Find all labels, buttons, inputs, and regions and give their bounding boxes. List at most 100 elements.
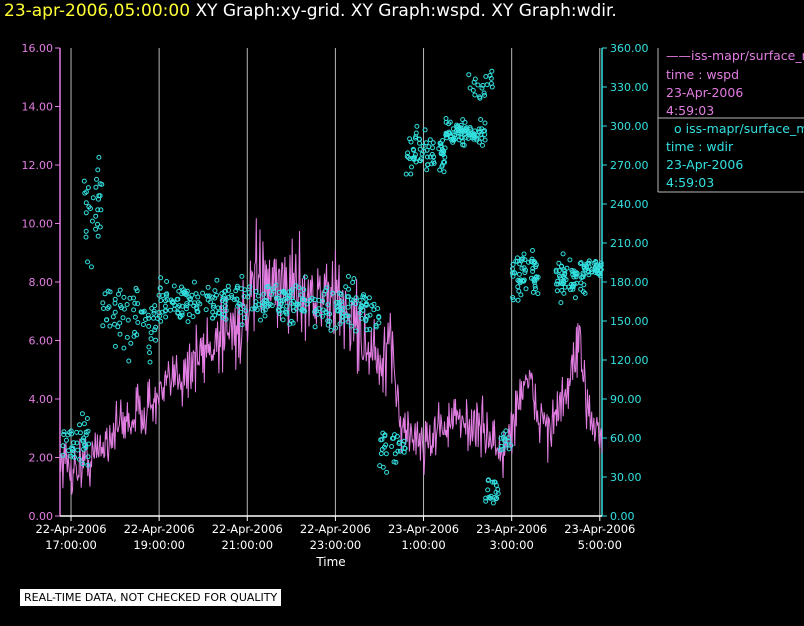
wdir-point — [301, 297, 307, 303]
wdir-point — [333, 325, 339, 331]
wdir-point — [97, 224, 103, 230]
wdir-point — [226, 295, 232, 300]
wdir-point — [117, 287, 123, 293]
wdir-point — [301, 287, 307, 293]
wdir-point — [325, 302, 331, 308]
wdir-point — [221, 311, 226, 317]
wdir-point — [420, 143, 426, 149]
wdir-point — [462, 130, 468, 136]
wdir-point — [448, 133, 454, 139]
wdir-point — [392, 451, 398, 457]
wdir-point — [246, 290, 252, 296]
wdir-point — [472, 92, 478, 98]
wdir-point — [458, 128, 464, 134]
wdir-point — [133, 285, 139, 291]
wdir-point — [578, 260, 584, 266]
wdir-point — [403, 171, 409, 177]
wdir-point — [179, 284, 184, 290]
wdir-point — [515, 255, 520, 261]
wdir-point — [321, 291, 327, 297]
left-tick-label: 0.00 — [29, 510, 54, 523]
wdir-point — [262, 302, 268, 308]
x-tick-date: 22-Apr-2006 — [212, 522, 283, 536]
x-tick-date: 23-Apr-2006 — [564, 522, 635, 536]
wdir-point — [83, 210, 89, 216]
wdir-point — [171, 283, 177, 289]
wdir-point — [88, 264, 94, 270]
legend-wspd-date: 23-Apr-2006 — [666, 85, 744, 100]
wdir-point — [86, 204, 92, 210]
wdir-point — [273, 295, 279, 301]
wdir-point — [226, 287, 232, 293]
wdir-point — [423, 140, 429, 146]
wdir-point — [158, 298, 164, 303]
wdir-point — [69, 445, 75, 451]
wdir-point — [589, 269, 594, 275]
wdir-point — [255, 293, 261, 299]
wdir-point — [71, 440, 77, 446]
wdir-point — [184, 303, 190, 309]
wdir-point — [134, 332, 140, 338]
wdir-point — [145, 312, 151, 318]
x-axis-label: Time — [315, 555, 345, 569]
wdir-point — [521, 251, 527, 257]
wdir-point — [348, 297, 354, 303]
wdir-point — [519, 265, 525, 271]
legend-wdir-time: 4:59:03 — [666, 175, 715, 190]
vertical-gridlines — [70, 48, 601, 516]
wdir-point — [413, 130, 419, 136]
wdir-point — [83, 429, 89, 435]
wdir-point — [252, 305, 258, 311]
wdir-point — [81, 421, 87, 427]
wdir-point — [571, 268, 577, 274]
x-tick-time: 17:00:00 — [45, 538, 97, 552]
right-tick-label: 330.00 — [610, 81, 649, 94]
wdir-point — [489, 68, 495, 74]
wdir-point — [284, 303, 290, 309]
x-tick-time: 19:00:00 — [133, 538, 185, 552]
wdir-point — [253, 289, 259, 294]
wdir-point — [556, 260, 562, 266]
left-tick-label: 12.00 — [22, 159, 54, 172]
right-tick-label: 120.00 — [610, 354, 649, 367]
wdir-point — [253, 303, 259, 309]
wdir-point — [383, 451, 389, 457]
wdir-point — [241, 293, 247, 299]
wdir-point — [298, 292, 304, 298]
wdir-point — [125, 317, 131, 323]
wdir-point — [112, 309, 118, 315]
wdir-point — [441, 169, 447, 175]
wdir-point — [60, 443, 66, 449]
wdir-point — [320, 307, 326, 313]
wdir-point — [474, 137, 480, 143]
wdir-point — [234, 283, 240, 289]
wdir-point — [437, 140, 443, 146]
wdir-point — [377, 463, 383, 469]
wdir-point — [234, 285, 240, 291]
wdir-point — [558, 279, 564, 285]
wdir-point — [210, 294, 215, 300]
right-tick-label: 210.00 — [610, 237, 649, 250]
wdir-point — [482, 92, 488, 98]
wdir-point — [112, 321, 117, 327]
wdir-point — [302, 274, 308, 280]
wdir-point — [570, 286, 576, 292]
wdir-point — [164, 297, 170, 303]
wdir-point — [417, 146, 423, 152]
wdir-point — [104, 317, 109, 323]
wdir-point — [249, 306, 255, 312]
wdir-point — [135, 320, 141, 325]
wdir-point — [442, 159, 447, 165]
wdir-point — [440, 152, 446, 157]
wdir-point — [156, 292, 162, 298]
wdir-point — [402, 446, 408, 451]
wdir-point — [480, 142, 485, 148]
wdir-point — [229, 295, 235, 301]
wdir-point — [147, 350, 152, 356]
wdir-point — [367, 312, 373, 318]
wdir-point — [177, 314, 183, 320]
wdir-point — [569, 267, 575, 273]
wdir-point — [516, 288, 522, 294]
wdir-point — [247, 284, 253, 290]
wdir-point — [470, 87, 476, 93]
